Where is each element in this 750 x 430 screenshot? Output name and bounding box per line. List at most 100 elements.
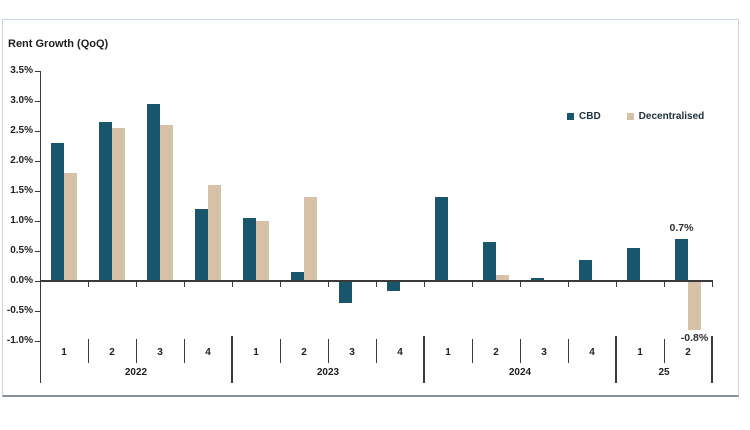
x-axis-quarter-separator	[472, 339, 473, 363]
x-axis-zero-tick	[520, 282, 521, 287]
y-axis-tick-label: 0.5%	[10, 245, 33, 256]
bar-decentralised-10	[496, 275, 509, 281]
x-axis-quarter-separator	[376, 339, 377, 363]
x-axis-zero-tick	[328, 282, 329, 287]
legend-label: Decentralised	[638, 111, 705, 122]
x-axis-quarter-separator	[88, 339, 89, 363]
y-axis-tick	[35, 311, 40, 312]
y-axis-tick	[35, 191, 40, 192]
legend-item-cbd: CBD	[567, 111, 601, 122]
bar-cbd-2	[99, 122, 112, 281]
bar-decentralised-6	[304, 197, 317, 281]
x-axis-quarter-label: 1	[445, 347, 451, 358]
y-axis-tick-label: -1.0%	[6, 335, 33, 346]
x-axis-quarter-label: 2	[109, 347, 115, 358]
bar-cbd-13	[627, 248, 640, 281]
y-axis-tick-label: -0.5%	[6, 305, 33, 316]
y-axis-tick	[35, 71, 40, 72]
x-axis-quarter-label: 4	[205, 347, 211, 358]
x-axis-zero-tick	[424, 282, 425, 287]
x-axis-zero-tick	[136, 282, 137, 287]
bar-cbd-14	[675, 239, 688, 281]
y-axis-tick	[35, 251, 40, 252]
bar-cbd-6	[291, 272, 304, 281]
bar-decentralised-2	[112, 128, 125, 281]
x-axis-year-label: 2023	[316, 367, 340, 378]
y-axis-tick-label: 0.0%	[10, 275, 33, 286]
x-axis-zero-tick	[664, 282, 665, 287]
x-axis-quarter-label: 2	[493, 347, 499, 358]
x-axis-year-label: 25	[658, 367, 670, 378]
bar-decentralised-5	[256, 221, 269, 281]
bar-cbd-5	[243, 218, 256, 281]
bar-cbd-12	[579, 260, 592, 281]
x-axis-quarter-separator	[184, 339, 185, 363]
bar-decentralised-14	[688, 282, 701, 330]
y-axis-tick	[35, 131, 40, 132]
x-axis-quarter-separator	[568, 339, 569, 363]
x-axis-quarter-label: 1	[253, 347, 259, 358]
y-axis-tick-label: 2.0%	[10, 155, 33, 166]
bar-decentralised-4	[208, 185, 221, 281]
x-axis-year-separator	[231, 336, 233, 383]
x-axis-year-separator	[711, 336, 713, 383]
y-axis-tick	[35, 101, 40, 102]
x-axis-quarter-label: 2	[685, 347, 691, 358]
x-axis-quarter-separator	[136, 339, 137, 363]
bar-cbd-10	[483, 242, 496, 281]
x-axis-zero-tick	[616, 282, 617, 287]
x-axis-quarter-separator	[664, 339, 665, 363]
x-axis-quarter-label: 1	[61, 347, 67, 358]
x-axis-quarter-label: 3	[349, 347, 355, 358]
y-axis-tick	[35, 281, 40, 282]
y-axis-tick-label: 3.5%	[10, 65, 33, 76]
x-axis-quarter-label: 1	[637, 347, 643, 358]
x-axis-zero-tick	[712, 282, 713, 287]
bar-decentralised-1	[64, 173, 77, 281]
y-axis-title: Rent Growth (QoQ)	[8, 38, 109, 50]
x-axis-quarter-separator	[520, 339, 521, 363]
y-axis-tick-label: 3.0%	[10, 95, 33, 106]
y-axis-tick-label: 1.5%	[10, 185, 33, 196]
y-axis-tick	[35, 161, 40, 162]
x-axis-zero-line	[40, 280, 713, 282]
bar-cbd-8	[387, 282, 400, 291]
x-axis-quarter-separator	[280, 339, 281, 363]
bar-cbd-4	[195, 209, 208, 281]
bar-value-label: -0.8%	[680, 332, 709, 344]
legend-swatch-icon	[567, 113, 574, 120]
bar-cbd-3	[147, 104, 160, 281]
x-axis-zero-tick	[568, 282, 569, 287]
x-axis-quarter-label: 3	[157, 347, 163, 358]
x-axis-year-separator	[423, 336, 425, 383]
bar-cbd-11	[531, 278, 544, 281]
x-axis-year-label: 2022	[124, 367, 148, 378]
y-axis-tick-label: 2.5%	[10, 125, 33, 136]
x-axis-zero-tick	[232, 282, 233, 287]
bar-cbd-9	[435, 197, 448, 281]
x-axis-zero-tick	[472, 282, 473, 287]
x-axis-quarter-label: 3	[541, 347, 547, 358]
bar-decentralised-3	[160, 125, 173, 281]
legend-swatch-icon	[626, 113, 634, 120]
x-axis-quarter-label: 4	[397, 347, 403, 358]
y-axis-tick-label: 1.0%	[10, 215, 33, 226]
x-axis-year-separator	[615, 336, 617, 383]
x-axis-quarter-label: 2	[301, 347, 307, 358]
legend-item-decentralised: Decentralised	[626, 111, 705, 122]
x-axis-zero-tick	[184, 282, 185, 287]
x-axis-quarter-label: 4	[589, 347, 595, 358]
x-axis-zero-tick	[88, 282, 89, 287]
y-axis-tick	[35, 341, 40, 342]
x-axis-year-label: 2024	[508, 367, 532, 378]
bar-cbd-7	[339, 282, 352, 303]
x-axis-quarter-separator	[328, 339, 329, 363]
x-axis-zero-tick	[280, 282, 281, 287]
y-axis-tick	[35, 221, 40, 222]
legend: CBD Decentralised	[567, 111, 704, 122]
bar-value-label: 0.7%	[669, 222, 694, 234]
bar-cbd-1	[51, 143, 64, 281]
legend-label: CBD	[579, 111, 601, 122]
